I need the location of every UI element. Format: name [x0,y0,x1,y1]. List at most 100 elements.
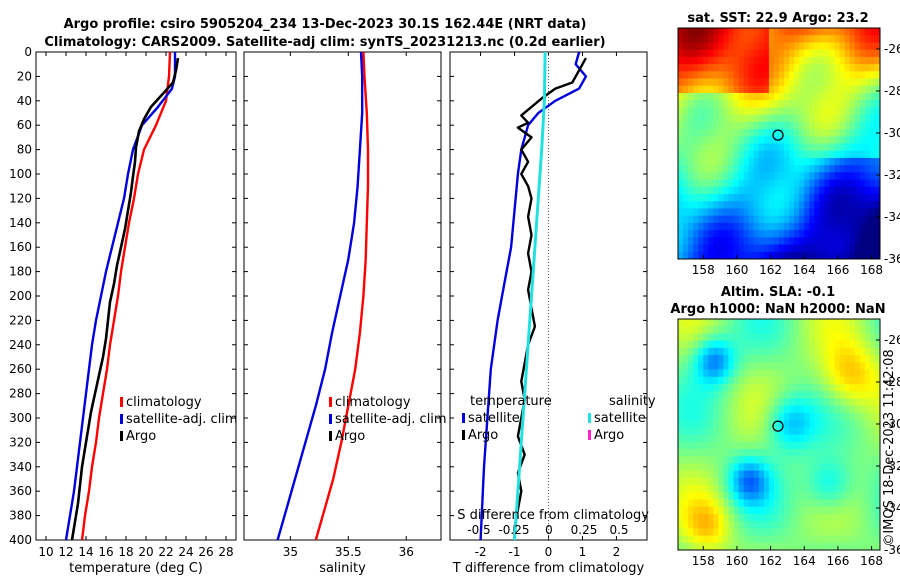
map-cell [859,71,866,79]
map-cell [834,463,840,471]
map-frame [677,318,881,551]
map-cell [814,114,820,123]
map-cell [678,78,684,87]
map-cell [713,28,719,36]
map-cell [748,222,755,231]
map-cell [768,165,775,173]
map-cell [804,244,810,253]
map-cell [683,499,689,508]
map-cell [773,326,780,334]
map-cell [784,326,790,334]
map-cell [809,521,815,529]
map-cell [784,78,790,87]
map-cell [698,121,704,130]
map-cell [859,100,866,108]
map-cell [693,251,699,260]
map-cell [698,376,704,385]
map-cell [839,129,846,137]
map-cell [794,114,800,123]
map-cell [753,535,760,544]
map-cell [688,448,694,457]
map-cell [869,427,876,435]
map-cell [779,499,785,508]
map-cell [779,513,785,522]
map-cell [768,150,775,159]
map-cell [733,35,739,43]
map-cell [768,456,775,464]
map-cell [844,513,851,522]
map-cell [784,340,790,349]
map-cell [703,326,709,334]
map-cell [703,100,709,108]
map-cell [728,251,734,260]
map-cell [723,237,729,245]
legend-label: climatology [126,395,202,410]
map-cell [799,434,805,443]
map-cell [708,28,714,36]
map-cell [773,129,780,137]
map-cell [698,319,704,327]
map-cell [789,121,795,130]
map-cell [854,340,861,349]
map-cell [834,165,840,173]
map-cell [834,355,840,363]
map-cell [698,85,704,94]
map-cell [713,244,719,253]
map-cell [804,542,810,551]
map-cell [839,114,846,123]
map-cell [819,355,825,363]
map-cell [784,333,790,342]
map-cell [819,150,825,159]
map-cell [728,143,734,152]
map-cell [688,340,694,349]
map-cell [804,434,810,443]
map-cell [874,485,881,493]
map-cell [809,326,815,334]
map-cell [814,448,820,457]
map-cell [844,237,851,245]
sst-map-panel: 158 160 162 164 166 168-26-28-30-32-34-36 [677,27,900,277]
map-cell [854,136,861,144]
map-cell [854,244,861,253]
map-cell [763,201,770,209]
map-cell [733,470,739,479]
map-cell [809,56,815,65]
map-cell [728,114,734,123]
map-cell [773,107,780,116]
map-cell [708,157,714,166]
map-cell [703,333,709,342]
map-cell [758,355,765,363]
map-cell [804,463,810,471]
map-cell [794,28,800,36]
map-cell [824,492,830,500]
map-cell [718,528,724,536]
map-cell [758,78,765,87]
map-cell [763,391,770,399]
map-cell [768,420,775,428]
map-cell [859,506,866,515]
map-cell [854,535,861,544]
map-cell [854,186,861,195]
map-cell [768,71,775,79]
map-cell [804,92,810,101]
map-cell [683,485,689,493]
map-cell [743,362,750,370]
map-cell [799,521,805,529]
map-cell [799,506,805,515]
map-cell [869,136,876,144]
map-cell [698,521,704,529]
map-cell [753,369,760,378]
map-cell [779,179,785,188]
map-cell [688,150,694,159]
map-cell [678,333,684,342]
map-cell [809,78,815,87]
map-cell [804,477,810,486]
map-cell [814,492,820,500]
map-cell [844,376,851,385]
map-cell [678,85,684,94]
map-cell [748,391,755,399]
map-cell [748,136,755,144]
map-cell [844,100,851,108]
map-cell [859,129,866,137]
map-cell [773,143,780,152]
